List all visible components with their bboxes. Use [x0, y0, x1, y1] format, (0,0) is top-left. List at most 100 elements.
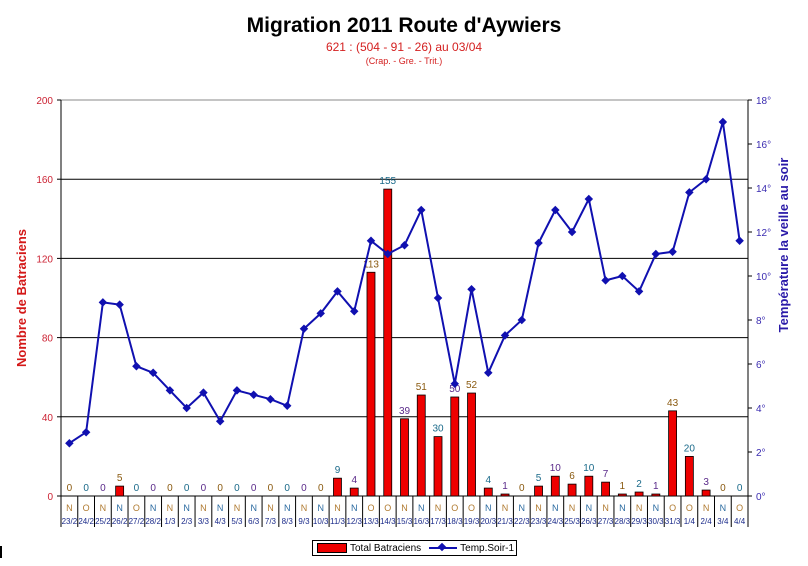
category-label: 23/3 [531, 517, 547, 526]
bar [617, 493, 627, 497]
weather-code: O [669, 503, 676, 513]
bar-value-label: 7 [603, 469, 609, 480]
weather-code: O [468, 503, 475, 513]
weather-code: N [502, 503, 509, 513]
left-tick-label: 40 [42, 413, 54, 424]
chart-title: Migration 2011 Route d'Aywiers [246, 14, 562, 37]
bar [534, 485, 543, 497]
bar-value-label: 0 [268, 483, 274, 494]
bar-value-label: 2 [636, 479, 642, 490]
weather-code: N [519, 503, 526, 513]
weather-code: N [569, 503, 576, 513]
left-tick-label: 0 [47, 492, 53, 503]
bar [651, 493, 661, 497]
right-tick-label: 10° [756, 272, 771, 283]
left-tick-label: 80 [42, 334, 54, 345]
weather-code: N [435, 503, 442, 513]
temperature-marker-icon [467, 284, 476, 294]
weather-code: N [485, 503, 492, 513]
bar-value-label: 0 [201, 483, 207, 494]
bar [467, 392, 476, 497]
left-tick-label: 160 [36, 175, 53, 186]
bar [500, 493, 510, 497]
right-tick-label: 4° [756, 404, 766, 415]
bar [115, 485, 125, 497]
weather-code: O [83, 503, 90, 513]
temperature-marker-icon [366, 236, 376, 246]
bar-value-label: 6 [569, 471, 575, 482]
bar [550, 475, 560, 497]
bar-value-label: 1 [502, 481, 508, 492]
bar [668, 410, 677, 497]
category-label: 6/3 [248, 517, 260, 526]
bar-value-label: 30 [432, 424, 444, 435]
bar [333, 477, 342, 497]
category-label: 31/3 [665, 517, 681, 526]
category-label: 24/2 [78, 517, 94, 526]
weather-code: O [367, 503, 374, 513]
weather-code: N [200, 503, 207, 513]
bar-value-label: 113 [363, 259, 379, 270]
bar [383, 188, 393, 497]
bar-value-label: 43 [667, 398, 679, 409]
weather-code: N [653, 503, 660, 513]
bar-value-label: 0 [134, 483, 140, 494]
weather-code: N [250, 503, 257, 513]
legend-bar-swatch-icon [317, 543, 347, 553]
bar-value-label: 0 [284, 483, 290, 494]
temperature-marker-icon [282, 401, 292, 411]
temperature-marker-icon [400, 240, 409, 250]
temperature-marker-icon [584, 194, 594, 204]
legend-line-swatch-icon [429, 543, 458, 553]
category-label: 23/2 [62, 517, 78, 526]
bar-value-label: 52 [466, 380, 478, 391]
weather-code: N [703, 503, 710, 513]
category-label: 25/2 [95, 517, 111, 526]
bar-value-label: 0 [720, 483, 726, 494]
bar-value-label: 0 [217, 483, 223, 494]
bar [634, 491, 644, 497]
category-label: 16/3 [413, 517, 429, 526]
temperature-marker-icon [718, 117, 728, 127]
bar-value-label: 0 [234, 483, 240, 494]
right-tick-label: 12° [756, 228, 771, 239]
category-label: 5/3 [231, 517, 243, 526]
left-tick-label: 200 [36, 96, 53, 107]
category-label: 1/3 [164, 517, 176, 526]
bar [416, 394, 426, 497]
temperature-marker-icon [534, 238, 543, 248]
bar-value-label: 0 [83, 483, 89, 494]
bar-value-label: 0 [184, 483, 190, 494]
temperature-marker-icon [517, 315, 527, 325]
category-label: 26/3 [581, 517, 597, 526]
category-label: 25/3 [564, 517, 580, 526]
temperature-marker-icon [165, 386, 175, 395]
right-tick-label: 6° [756, 360, 766, 371]
bar-value-label: 5 [536, 473, 542, 484]
chart-subtitle-species: (Crap. - Gre. - Trit.) [365, 56, 443, 66]
category-label: 7/3 [265, 517, 277, 526]
bar-value-label: 0 [737, 483, 743, 494]
bar-value-label: 0 [100, 483, 106, 494]
temperature-marker-icon [601, 276, 610, 285]
category-label: 30/3 [648, 517, 664, 526]
temperature-marker-icon [266, 394, 275, 404]
temperature-marker-icon [417, 205, 426, 215]
weather-code: N [586, 503, 593, 513]
edge-mark [0, 546, 2, 558]
right-tick-label: 2° [756, 448, 766, 459]
temperature-marker-icon [98, 298, 108, 307]
weather-code: O [451, 503, 458, 513]
bar-value-label: 10 [583, 463, 595, 474]
bar-value-label: 1 [620, 481, 626, 492]
right-tick-label: 0° [756, 492, 766, 503]
category-label: 4/4 [734, 517, 746, 526]
temperature-marker-icon [450, 379, 460, 389]
category-label: 19/3 [464, 517, 480, 526]
weather-code: N [401, 503, 408, 513]
category-label: 3/4 [717, 517, 729, 526]
bar [433, 436, 443, 497]
weather-code: N [234, 503, 241, 513]
temperature-marker-icon [215, 416, 225, 426]
